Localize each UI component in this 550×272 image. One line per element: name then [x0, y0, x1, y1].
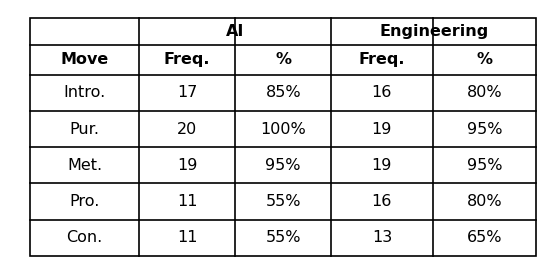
Text: 95%: 95%	[466, 158, 502, 173]
Text: 55%: 55%	[266, 230, 301, 245]
Text: 100%: 100%	[260, 122, 306, 137]
Text: 16: 16	[372, 194, 392, 209]
Text: 19: 19	[372, 122, 392, 137]
Text: Met.: Met.	[67, 158, 102, 173]
Text: Pur.: Pur.	[70, 122, 100, 137]
Text: %: %	[275, 52, 292, 67]
Bar	[30, 18, 536, 256]
Text: 95%: 95%	[466, 122, 502, 137]
Text: 80%: 80%	[466, 85, 502, 100]
Text: Pro.: Pro.	[69, 194, 100, 209]
Text: 13: 13	[372, 230, 392, 245]
Text: 17: 17	[177, 85, 197, 100]
Text: 19: 19	[372, 158, 392, 173]
Text: 65%: 65%	[466, 230, 502, 245]
Text: Freq.: Freq.	[359, 52, 405, 67]
Text: Engineering: Engineering	[379, 24, 488, 39]
Text: AI: AI	[226, 24, 244, 39]
Text: 80%: 80%	[466, 194, 502, 209]
Text: 95%: 95%	[266, 158, 301, 173]
Text: 11: 11	[177, 194, 197, 209]
Text: Move: Move	[60, 52, 109, 67]
Text: 11: 11	[177, 230, 197, 245]
Text: 19: 19	[177, 158, 197, 173]
Text: 16: 16	[372, 85, 392, 100]
Text: Con.: Con.	[67, 230, 103, 245]
Text: Intro.: Intro.	[63, 85, 106, 100]
Text: 85%: 85%	[266, 85, 301, 100]
Text: 55%: 55%	[266, 194, 301, 209]
Text: 20: 20	[177, 122, 197, 137]
Text: Freq.: Freq.	[164, 52, 210, 67]
Text: %: %	[476, 52, 492, 67]
